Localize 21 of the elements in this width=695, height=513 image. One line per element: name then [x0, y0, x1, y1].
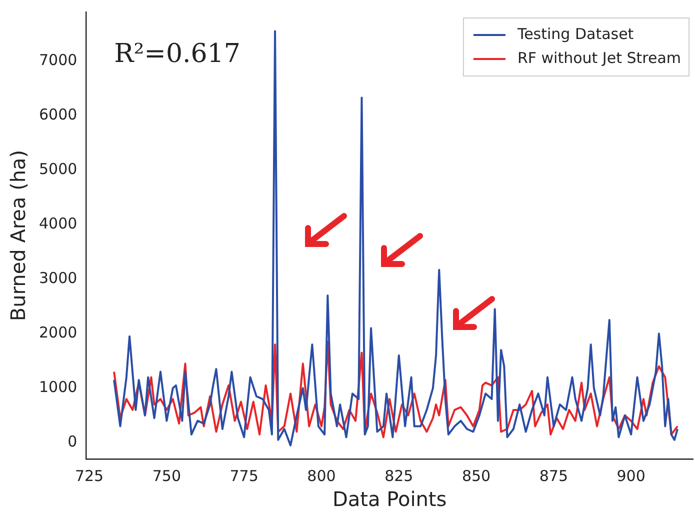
y-tick-label: 7000	[38, 50, 78, 69]
x-tick-label: 875	[539, 466, 568, 485]
y-tick-label: 2000	[38, 324, 78, 342]
x-tick-label: 850	[462, 466, 491, 485]
legend-label: RF without Jet Stream	[517, 48, 682, 67]
annotation: R²=0.617	[114, 38, 240, 69]
x-tick-label: 775	[230, 466, 258, 485]
x-tick-label: 725	[74, 466, 104, 485]
y-tick-label: 3000	[38, 269, 78, 287]
legend-label: Testing Dataset	[516, 24, 634, 43]
x-tick-label: 800	[307, 466, 336, 485]
y-tick-label: 1000	[38, 378, 78, 396]
y-tick-label: 5000	[38, 160, 78, 178]
x-axis-title: Data Points	[332, 487, 447, 512]
y-tick-label: 6000	[38, 105, 78, 124]
x-tick-label: 750	[152, 466, 181, 485]
y-tick-label: 4000	[38, 214, 78, 232]
x-tick-label: 825	[384, 466, 414, 485]
y-tick-label: 0	[68, 432, 78, 451]
x-tick-label: 900	[616, 466, 646, 485]
y-axis-title: Burned Area (ha)	[6, 150, 30, 322]
